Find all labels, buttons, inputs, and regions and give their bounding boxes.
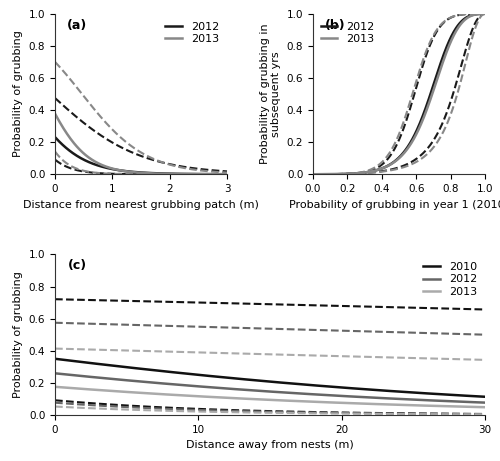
- 2012: [224, 171, 230, 177]
- 2012: [310, 171, 316, 177]
- 2012: [310, 171, 316, 177]
- 2013: [455, 25, 461, 31]
- 2012: [306, 391, 312, 397]
- Legend: 2012, 2013: 2012, 2013: [318, 19, 377, 46]
- 2013: [224, 171, 230, 177]
- Text: (b): (b): [325, 18, 345, 32]
- Line: 2012: 2012: [55, 137, 227, 174]
- 2013: [482, 404, 488, 410]
- 2013: [415, 127, 421, 133]
- 2012: [308, 391, 314, 397]
- 2010: [482, 394, 488, 400]
- 2012: [455, 23, 461, 28]
- 2010: [306, 382, 312, 388]
- 2012: [415, 124, 421, 130]
- 2013: [54, 384, 60, 390]
- 2013: [52, 384, 58, 390]
- 2013: [306, 399, 312, 404]
- Y-axis label: Probability of grubbing in
subsequent yrs: Probability of grubbing in subsequent yr…: [260, 24, 281, 165]
- 2012: [466, 13, 472, 19]
- 2013: [412, 134, 418, 140]
- 2010: [52, 356, 58, 361]
- 2013: [315, 399, 321, 405]
- 2013: [466, 14, 472, 20]
- 2012: [412, 132, 418, 137]
- Legend: 2012, 2013: 2012, 2013: [163, 19, 222, 46]
- 2012: [197, 171, 203, 177]
- 2013: [310, 171, 316, 177]
- Line: 2012: 2012: [55, 373, 485, 402]
- 2012: [442, 398, 448, 404]
- 2010: [308, 382, 314, 388]
- 2012: [52, 134, 58, 140]
- 2010: [315, 383, 321, 389]
- 2012: [154, 171, 160, 176]
- Line: 2010: 2010: [55, 359, 485, 397]
- Line: 2012: 2012: [313, 14, 485, 174]
- 2013: [308, 399, 314, 404]
- 2013: [310, 171, 316, 177]
- Line: 2013: 2013: [313, 14, 485, 174]
- 2012: [482, 11, 488, 17]
- Y-axis label: Probability of grubbing: Probability of grubbing: [13, 271, 23, 398]
- X-axis label: Probability of grubbing in year 1 (2010): Probability of grubbing in year 1 (2010): [289, 200, 500, 210]
- 2013: [52, 111, 58, 117]
- Text: (a): (a): [67, 18, 87, 32]
- X-axis label: Distance away from nests (m): Distance away from nests (m): [186, 440, 354, 450]
- 2012: [208, 171, 214, 177]
- 2013: [154, 171, 160, 177]
- 2012: [482, 400, 488, 405]
- 2010: [414, 390, 420, 396]
- 2012: [52, 371, 58, 376]
- 2013: [412, 133, 418, 139]
- 2013: [442, 403, 448, 409]
- 2012: [158, 171, 164, 176]
- 2012: [154, 171, 160, 176]
- 2013: [414, 402, 420, 408]
- 2013: [52, 112, 59, 118]
- 2013: [197, 171, 203, 177]
- 2012: [52, 135, 59, 141]
- Text: (c): (c): [68, 259, 87, 272]
- Legend: 2010, 2012, 2013: 2010, 2012, 2013: [421, 260, 480, 299]
- 2012: [315, 392, 321, 397]
- Line: 2013: 2013: [55, 387, 485, 407]
- 2010: [54, 356, 60, 362]
- 2012: [412, 130, 418, 136]
- X-axis label: Distance from nearest grubbing patch (m): Distance from nearest grubbing patch (m): [23, 200, 259, 210]
- 2010: [442, 392, 448, 397]
- Line: 2013: 2013: [55, 114, 227, 174]
- 2013: [158, 171, 164, 177]
- 2013: [482, 11, 488, 17]
- Y-axis label: Probability of grubbing: Probability of grubbing: [13, 30, 23, 158]
- 2012: [54, 371, 60, 376]
- 2013: [154, 171, 160, 177]
- 2012: [414, 397, 420, 402]
- 2013: [208, 171, 214, 177]
